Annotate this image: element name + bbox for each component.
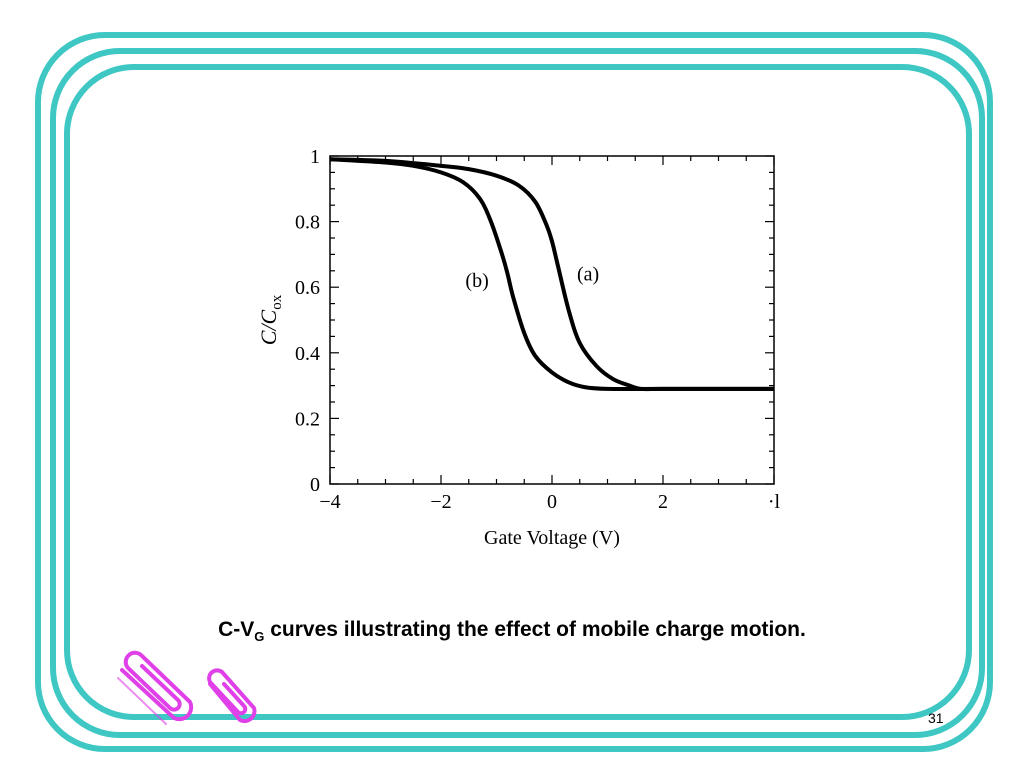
x-tick-label: −4 xyxy=(319,491,340,513)
series-annotation: (a) xyxy=(577,264,599,286)
y-axis-label-main: C/C xyxy=(256,309,281,345)
paperclip-decoration xyxy=(117,650,257,725)
caption-subscript: G xyxy=(254,629,265,645)
x-tick-label: −2 xyxy=(430,491,451,513)
y-tick-label: 0.8 xyxy=(295,212,320,234)
y-tick-label: 0.4 xyxy=(295,343,320,365)
series-lines xyxy=(329,157,774,392)
x-axis-label: Gate Voltage (V) xyxy=(484,527,620,549)
x-tick-label: ·l xyxy=(768,491,781,513)
y-tick-labels: 0 0.2 0.4 0.6 0.8 1 xyxy=(295,146,320,496)
y-tick-label: 0.6 xyxy=(295,277,320,299)
caption-main: C-V xyxy=(218,618,255,641)
y-axis-label: C/Cox xyxy=(256,294,285,345)
series-line-b xyxy=(329,157,774,391)
caption-rest: curves illustrating the effect of mobile… xyxy=(264,618,806,641)
plot-frame xyxy=(329,155,775,485)
series-annotation: (b) xyxy=(465,270,488,292)
x-tick-label: 0 xyxy=(547,491,557,513)
series-line-a xyxy=(329,157,774,392)
slide-frame-middle xyxy=(50,48,985,738)
slide-caption: C-VG curves illustrating the effect of m… xyxy=(0,618,1024,644)
y-tick-label: 1 xyxy=(310,146,320,168)
axis-ticks xyxy=(329,155,775,485)
paperclip-icon xyxy=(117,650,194,725)
y-axis-label-sub: ox xyxy=(269,294,285,310)
annotations: (a) (b) xyxy=(465,264,599,293)
page-number: 31 xyxy=(928,710,944,726)
x-tick-label: 2 xyxy=(658,491,668,513)
x-tick-labels: −4 −2 0 2 ·l xyxy=(319,491,780,513)
slide-frame-back xyxy=(35,32,993,752)
y-tick-label: 0 xyxy=(310,474,320,496)
paperclip-icon xyxy=(207,668,257,724)
slide-frame-front xyxy=(64,64,972,720)
y-tick-label: 0.2 xyxy=(295,408,320,430)
